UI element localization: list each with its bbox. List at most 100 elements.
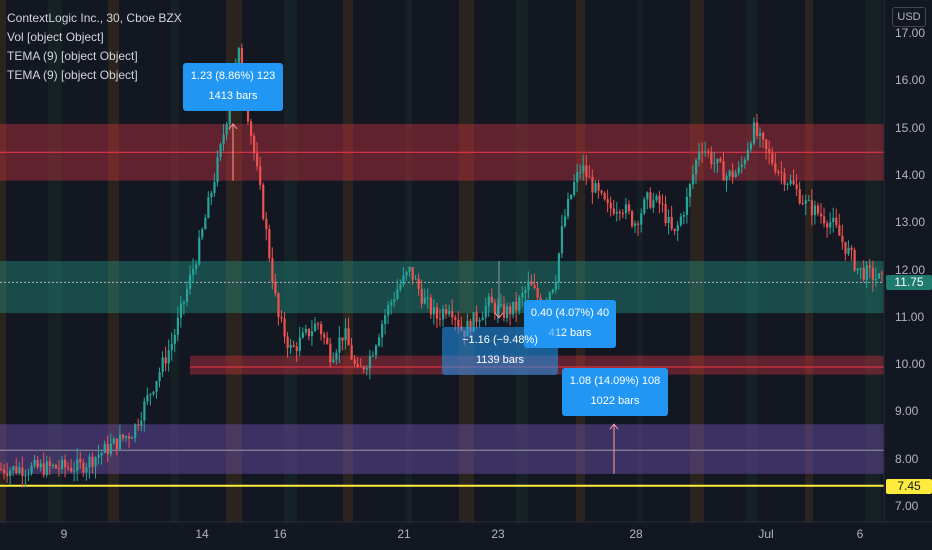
candle-body bbox=[548, 292, 551, 301]
measure-box-3[interactable]: −1.16 (−9.48%) 1139 bars bbox=[442, 327, 558, 375]
y-tick-label: 13.00 bbox=[895, 215, 926, 230]
candle-body bbox=[493, 302, 497, 314]
candle-body bbox=[317, 323, 320, 325]
candle-body bbox=[478, 320, 481, 322]
candle-body bbox=[423, 297, 426, 304]
candle-body bbox=[381, 323, 384, 338]
candle-body bbox=[813, 205, 817, 216]
candle-body bbox=[100, 452, 103, 456]
candle-body bbox=[533, 285, 536, 289]
candle-body bbox=[76, 459, 79, 471]
candle-body bbox=[554, 282, 557, 290]
candle-body bbox=[128, 436, 131, 439]
candle-body bbox=[371, 355, 375, 357]
candle-body bbox=[652, 200, 655, 208]
candle-body bbox=[640, 213, 643, 225]
y-tick-label: 9.00 bbox=[895, 404, 919, 419]
candle-body bbox=[384, 315, 387, 324]
candle-body bbox=[73, 470, 76, 472]
candle-body bbox=[563, 216, 567, 227]
candle-body bbox=[222, 134, 225, 145]
measure-box-4[interactable]: 1.08 (14.09%) 108 1022 bars bbox=[562, 368, 668, 416]
candle-body bbox=[24, 474, 27, 476]
candle-body bbox=[292, 345, 295, 347]
candle-body bbox=[121, 434, 125, 439]
candle-body bbox=[27, 473, 30, 475]
candle-body bbox=[329, 343, 332, 363]
candle-body bbox=[387, 305, 390, 316]
candle-body bbox=[356, 363, 359, 367]
background-stripe bbox=[576, 0, 585, 522]
candle-body bbox=[585, 165, 588, 177]
measure-box-2-line2: 412 bars bbox=[548, 327, 592, 339]
measure-box-1[interactable]: 1.23 (8.86%) 123 1413 bars bbox=[183, 63, 283, 111]
candle-body bbox=[79, 459, 82, 463]
candle-body bbox=[48, 461, 51, 466]
candle-body bbox=[746, 149, 750, 160]
indicator-tema-1[interactable]: TEMA (9) [object Object] bbox=[7, 49, 138, 63]
y-tick-label: 7.00 bbox=[895, 499, 919, 513]
candle-body bbox=[12, 466, 15, 471]
candle-body bbox=[137, 424, 140, 426]
background-stripe bbox=[343, 0, 353, 522]
x-tick-label: 9 bbox=[60, 527, 68, 541]
candle-body bbox=[823, 216, 826, 224]
x-tick-label: 14 bbox=[195, 527, 209, 541]
candle-body bbox=[719, 158, 722, 162]
candle-body bbox=[859, 267, 862, 269]
candle-body bbox=[155, 381, 158, 392]
candle-body bbox=[9, 470, 12, 476]
candle-body bbox=[691, 174, 695, 185]
candle-body bbox=[801, 203, 804, 205]
candle-body bbox=[131, 437, 134, 439]
candle-body bbox=[359, 366, 362, 368]
candle-body bbox=[759, 132, 762, 137]
measure-box-3-line2: 1139 bars bbox=[475, 354, 525, 366]
candle-body bbox=[487, 296, 490, 307]
candle-body bbox=[816, 205, 820, 214]
candle-body bbox=[475, 312, 478, 322]
candle-body bbox=[149, 394, 152, 396]
candle-body bbox=[551, 289, 554, 293]
measure-box-4-line2: 1022 bars bbox=[590, 395, 640, 407]
indicator-tema-2[interactable]: TEMA (9) [object Object] bbox=[7, 68, 138, 82]
candle-body bbox=[429, 297, 433, 315]
candle-body bbox=[457, 319, 460, 327]
candle-body bbox=[627, 204, 631, 212]
candle-body bbox=[219, 144, 222, 158]
candle-body bbox=[841, 235, 844, 242]
candle-body bbox=[60, 459, 64, 469]
candle-body bbox=[188, 274, 192, 289]
candle-body bbox=[624, 204, 628, 214]
background-stripe bbox=[171, 0, 179, 522]
candle-body bbox=[298, 337, 301, 352]
candle-body bbox=[789, 180, 792, 184]
candle-body bbox=[615, 211, 618, 214]
y-tick-label: 12.00 bbox=[895, 262, 926, 277]
currency-button[interactable]: USD bbox=[892, 7, 926, 27]
candle-body bbox=[490, 296, 493, 303]
background-stripes bbox=[0, 0, 881, 522]
candle-body bbox=[67, 467, 70, 469]
candle-body bbox=[57, 468, 61, 470]
candle-body bbox=[743, 159, 746, 165]
candle-body bbox=[667, 216, 670, 224]
candle-body bbox=[603, 192, 606, 200]
candle-body bbox=[658, 195, 661, 204]
candle-body bbox=[682, 214, 686, 217]
candle-body bbox=[728, 170, 731, 177]
candle-body bbox=[277, 293, 280, 318]
candle-body bbox=[737, 167, 740, 173]
candle-body bbox=[347, 328, 350, 346]
candle-body bbox=[33, 460, 36, 466]
candle-body bbox=[448, 310, 451, 315]
candle-body bbox=[780, 172, 783, 174]
background-stripe bbox=[284, 0, 297, 522]
candle-body bbox=[515, 301, 518, 311]
candle-body bbox=[880, 273, 884, 275]
candle-body bbox=[295, 346, 298, 352]
candle-body bbox=[871, 267, 875, 280]
indicator-volume[interactable]: Vol [object Object] bbox=[7, 30, 104, 44]
candle-body bbox=[676, 225, 679, 231]
candle-body bbox=[591, 176, 594, 193]
